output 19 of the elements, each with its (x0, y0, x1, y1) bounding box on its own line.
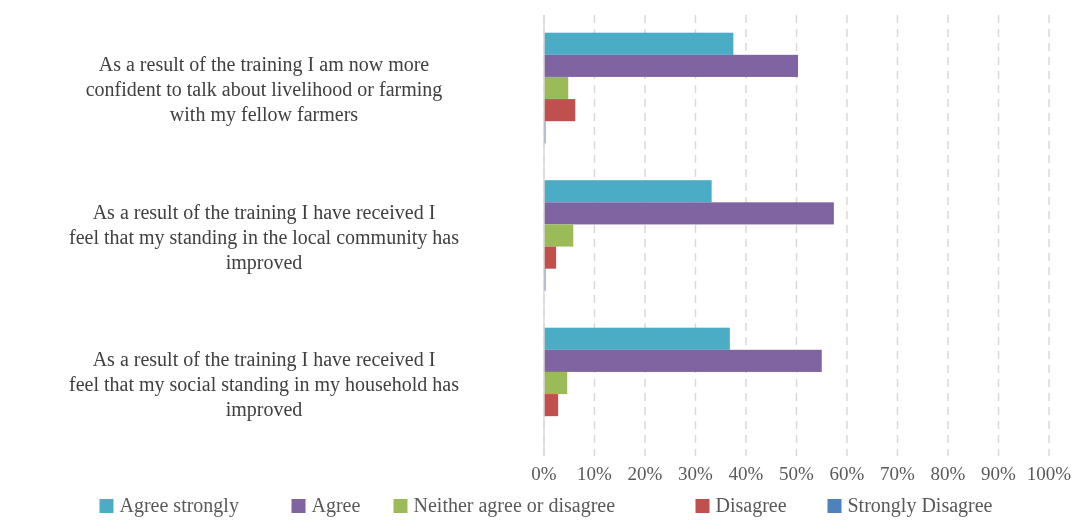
legend-label: Disagree (715, 494, 787, 517)
legend-label: Agree strongly (119, 494, 239, 517)
y-tick-label: As a result of the training I have received I feel that my standing in the local community has improved (69, 200, 460, 274)
y-tick-label: As a result of the training I have received I feel that my social standing in my household has improved (69, 347, 460, 421)
x-tick-label: 20% (627, 463, 663, 484)
x-tick-label: 60% (829, 463, 865, 484)
y-tick-label: As a result of the training I am now more confident to talk about livelihood or farming with my fellow farmers (85, 53, 443, 127)
legend-label: Agree (311, 494, 361, 517)
x-tick-label: 50% (779, 463, 815, 484)
x-tick-label: 10% (577, 463, 613, 484)
x-tick-label: 100% (1026, 463, 1072, 484)
x-tick-label: 70% (880, 463, 916, 484)
legend-label: Neither agree or disagree (413, 494, 616, 517)
x-tick-label: 30% (678, 463, 714, 484)
legend-label: Strongly Disagree (847, 494, 993, 517)
x-tick-label: 80% (930, 463, 966, 484)
x-tick-label: 90% (981, 463, 1017, 484)
x-tick-label: 40% (728, 463, 764, 484)
x-tick-label: 0% (531, 463, 557, 484)
